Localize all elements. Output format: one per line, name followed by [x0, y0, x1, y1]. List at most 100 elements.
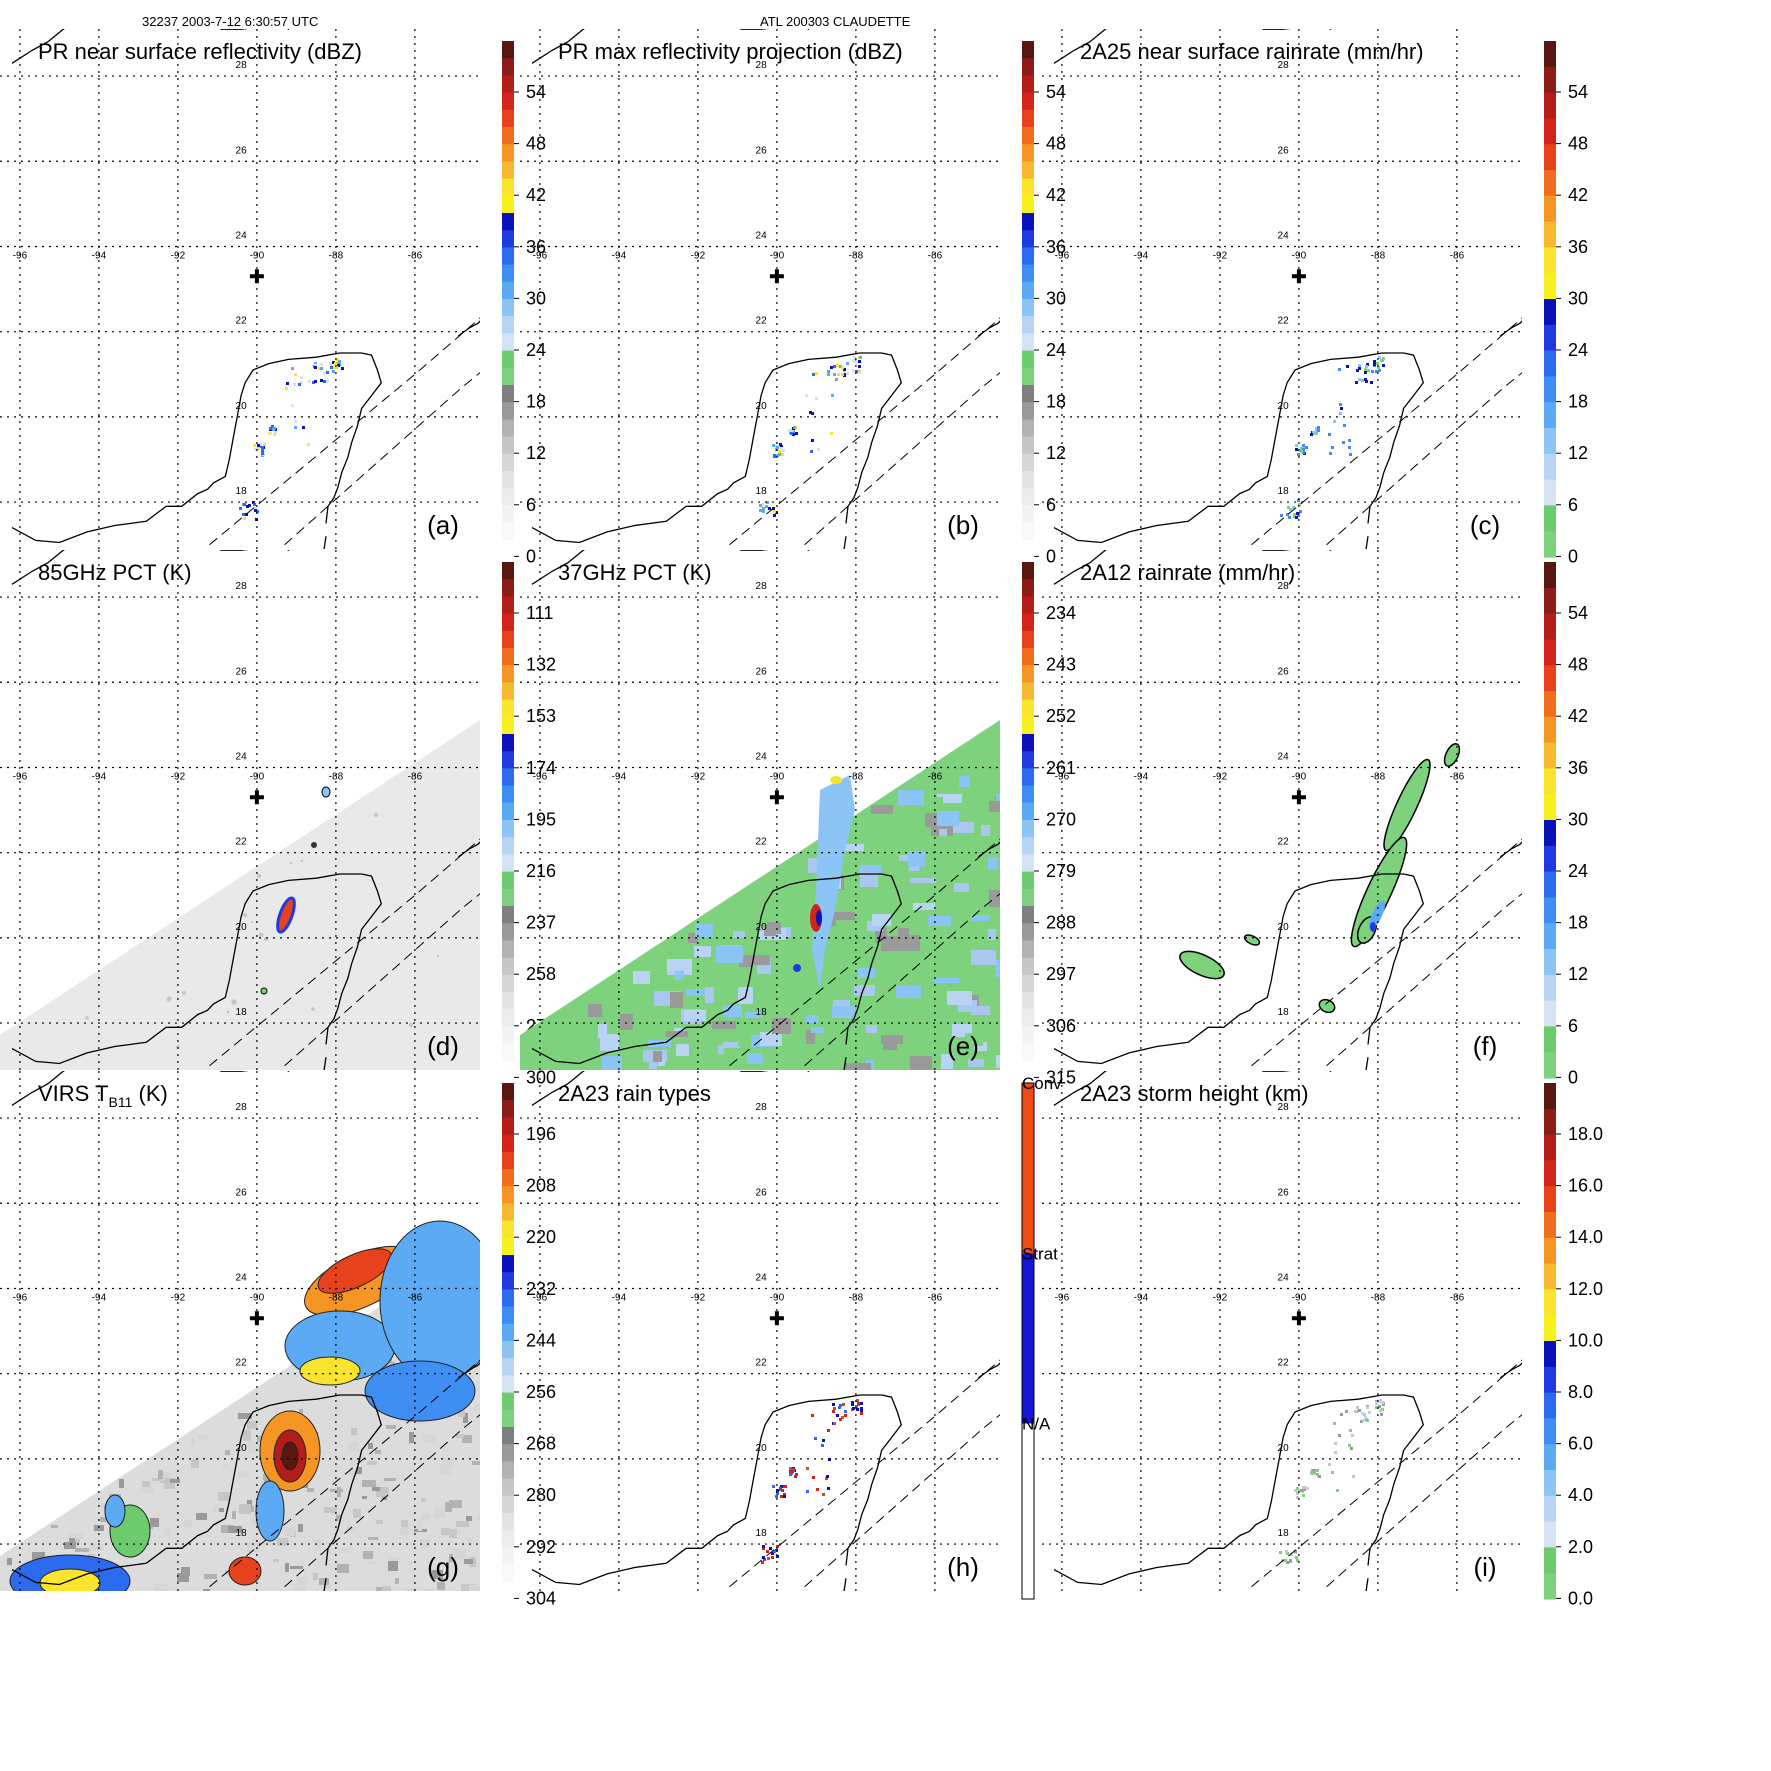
rain-cell	[1365, 380, 1368, 383]
coastline	[11, 1394, 383, 1586]
field-cell	[971, 915, 989, 921]
colorbar-segment	[502, 195, 514, 214]
colorbar-segment	[1544, 273, 1556, 300]
rain-cell	[261, 452, 264, 455]
colorbar-segment	[502, 402, 514, 420]
colorbar-segment	[502, 1100, 514, 1118]
rain-cell	[1350, 836, 1408, 948]
rain-cell	[1366, 1419, 1369, 1422]
colorbar-segment	[1544, 1547, 1556, 1574]
colorbar-label: 256	[526, 1382, 556, 1402]
rain-cell	[243, 503, 246, 506]
field-cell	[729, 911, 741, 919]
coastline	[323, 1578, 327, 1591]
rain-cell	[1366, 1406, 1369, 1409]
colorbar-label: 42	[1568, 185, 1588, 205]
colorbar-segment	[502, 1409, 514, 1428]
field-blob	[260, 987, 268, 995]
panel-letter: (g)	[427, 1552, 459, 1582]
storm-center-marker	[249, 269, 264, 284]
rain-cell	[1349, 1429, 1352, 1432]
rain-cell	[1350, 1447, 1353, 1450]
panel-e: -96 -94 -92 -90 -88 -86 28 26 24 22 20 18 37GHz PCT …	[520, 550, 1076, 1087]
field-cell	[424, 1589, 438, 1591]
rain-cell	[1296, 512, 1299, 515]
colorbar-segment	[502, 436, 514, 455]
lat-tick-label: 26	[236, 666, 248, 677]
rain-cell	[254, 509, 257, 512]
lon-tick-label: -94	[1134, 771, 1149, 782]
colorbar-segment	[1022, 316, 1034, 334]
field-cell	[221, 1525, 234, 1533]
field-cell	[939, 829, 947, 836]
field-cell	[472, 1461, 480, 1465]
lon-tick-label: -88	[1371, 771, 1386, 782]
panel-letter: (h)	[947, 1552, 979, 1582]
lat-tick-label: 28	[756, 581, 768, 592]
rain-cell	[1334, 1442, 1337, 1445]
colorbar-segment	[1022, 940, 1034, 959]
colorbar-segment	[502, 1083, 514, 1101]
colorbar-segment	[1022, 247, 1034, 266]
lon-tick-label: -90	[770, 771, 785, 782]
field-cell	[688, 933, 698, 943]
rain-cell	[1361, 1412, 1364, 1415]
rain-cell	[330, 366, 333, 369]
lon-tick-label: -92	[691, 250, 706, 261]
colorbar-segment	[1544, 845, 1556, 873]
field-cell	[474, 1404, 480, 1410]
field-cell	[424, 1434, 436, 1443]
colorbar-label: 12	[1568, 443, 1588, 463]
rain-cell	[853, 356, 856, 359]
field-cell	[407, 1561, 413, 1565]
field-cell	[806, 1030, 815, 1044]
field-cell	[191, 1459, 199, 1468]
rain-cell	[780, 445, 783, 448]
coastline	[977, 320, 1000, 337]
lat-tick-label: 24	[236, 230, 248, 241]
field-cell	[747, 1053, 763, 1064]
field-cell	[988, 857, 997, 869]
rain-cell	[1312, 1469, 1315, 1472]
colorbar-segment	[1544, 1289, 1556, 1316]
rain-cell	[298, 383, 301, 386]
lon-tick-label: -94	[612, 250, 627, 261]
field-cell	[947, 822, 974, 833]
rain-cell	[332, 361, 335, 364]
lat-tick-label: 20	[236, 401, 248, 412]
rain-cell	[825, 1477, 828, 1480]
rain-cell	[1300, 1489, 1303, 1492]
colorbar-segment	[1022, 596, 1034, 615]
lat-tick-label: 26	[756, 145, 768, 156]
field-cell	[477, 1515, 480, 1521]
colorbar-segment	[502, 734, 514, 752]
lon-tick-label: -92	[171, 1292, 186, 1303]
coastline	[977, 841, 1000, 858]
lon-tick-label: -86	[1450, 771, 1465, 782]
lat-tick-label: 18	[756, 1007, 768, 1018]
colorbar: 54 48 42 36 30 24 18 12 6 0	[502, 41, 546, 566]
rain-cell	[815, 372, 818, 375]
colorbar-segment	[1022, 820, 1034, 838]
rain-cell	[1290, 1553, 1293, 1556]
colorbar-segment	[502, 785, 514, 804]
panel-g: -96 -94 -92 -90 -88 -86 28 26 24 22 20 18 VIRS TB11 …	[0, 1071, 556, 1608]
field-blob	[276, 896, 296, 934]
rain-cell	[783, 1495, 786, 1498]
colorbar-segment	[1544, 428, 1556, 455]
colorbar-segment	[1544, 118, 1556, 145]
rain-cell	[1378, 1405, 1381, 1408]
colorbar-segment	[1022, 734, 1034, 752]
colorbar-segment	[1022, 1423, 1034, 1599]
colorbar-segment	[1022, 127, 1034, 145]
rain-cell	[257, 444, 260, 447]
rain-cell	[294, 420, 297, 423]
colorbar-segment	[1022, 488, 1034, 506]
lon-tick-label: -88	[849, 250, 864, 261]
rain-cell	[1358, 378, 1361, 381]
rain-cell	[852, 359, 855, 362]
colorbar-segment	[1544, 768, 1556, 795]
colorbar-segment	[1022, 837, 1034, 855]
field-cell	[248, 1442, 259, 1453]
